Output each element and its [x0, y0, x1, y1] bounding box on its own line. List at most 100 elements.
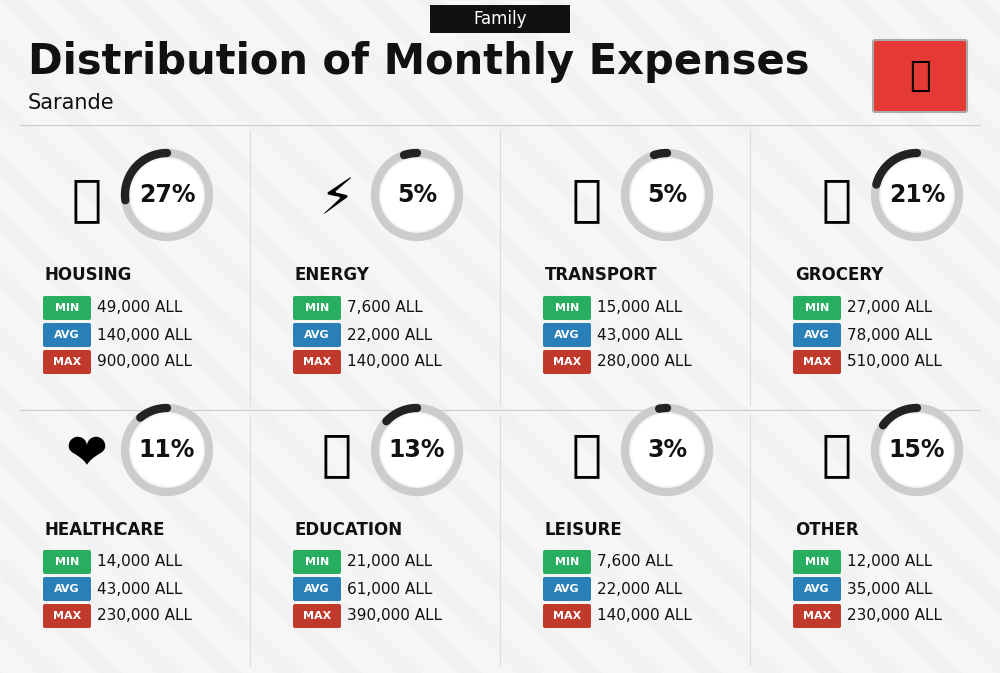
Text: LEISURE: LEISURE [545, 521, 623, 539]
Text: 230,000 ALL: 230,000 ALL [847, 608, 942, 623]
FancyBboxPatch shape [43, 604, 91, 628]
Text: 👛: 👛 [822, 431, 852, 479]
Text: 21,000 ALL: 21,000 ALL [347, 555, 432, 569]
FancyBboxPatch shape [43, 323, 91, 347]
Text: MIN: MIN [55, 303, 79, 313]
FancyBboxPatch shape [43, 577, 91, 601]
Text: MIN: MIN [305, 303, 329, 313]
Text: 14,000 ALL: 14,000 ALL [97, 555, 182, 569]
Text: AVG: AVG [804, 330, 830, 340]
FancyBboxPatch shape [293, 323, 341, 347]
Text: 11%: 11% [139, 438, 195, 462]
Text: HOUSING: HOUSING [45, 266, 132, 284]
Text: MAX: MAX [553, 357, 581, 367]
Text: 280,000 ALL: 280,000 ALL [597, 355, 692, 369]
FancyBboxPatch shape [293, 604, 341, 628]
Text: 35,000 ALL: 35,000 ALL [847, 581, 932, 596]
Text: 13%: 13% [389, 438, 445, 462]
FancyBboxPatch shape [543, 350, 591, 374]
Text: 61,000 ALL: 61,000 ALL [347, 581, 432, 596]
Text: 78,000 ALL: 78,000 ALL [847, 328, 932, 343]
Text: MIN: MIN [305, 557, 329, 567]
Text: AVG: AVG [554, 584, 580, 594]
Text: Distribution of Monthly Expenses: Distribution of Monthly Expenses [28, 41, 810, 83]
FancyBboxPatch shape [873, 40, 967, 112]
Text: 140,000 ALL: 140,000 ALL [97, 328, 192, 343]
Text: 5%: 5% [397, 183, 437, 207]
FancyBboxPatch shape [793, 550, 841, 574]
Text: 12,000 ALL: 12,000 ALL [847, 555, 932, 569]
Circle shape [381, 159, 453, 231]
Text: AVG: AVG [304, 330, 330, 340]
Text: 7,600 ALL: 7,600 ALL [347, 301, 423, 316]
Text: 15%: 15% [889, 438, 945, 462]
Text: TRANSPORT: TRANSPORT [545, 266, 658, 284]
FancyBboxPatch shape [43, 350, 91, 374]
FancyBboxPatch shape [293, 296, 341, 320]
Text: AVG: AVG [304, 584, 330, 594]
Text: MIN: MIN [805, 557, 829, 567]
Text: 140,000 ALL: 140,000 ALL [347, 355, 442, 369]
Text: 22,000 ALL: 22,000 ALL [347, 328, 432, 343]
Text: 140,000 ALL: 140,000 ALL [597, 608, 692, 623]
Text: MAX: MAX [803, 357, 831, 367]
Text: MAX: MAX [803, 611, 831, 621]
FancyBboxPatch shape [543, 577, 591, 601]
Circle shape [631, 414, 703, 486]
FancyBboxPatch shape [793, 296, 841, 320]
Circle shape [131, 159, 203, 231]
Text: Family: Family [473, 10, 527, 28]
Text: 🎓: 🎓 [322, 431, 352, 479]
Text: EDUCATION: EDUCATION [295, 521, 403, 539]
Text: MIN: MIN [55, 557, 79, 567]
Text: GROCERY: GROCERY [795, 266, 883, 284]
FancyBboxPatch shape [543, 604, 591, 628]
FancyBboxPatch shape [293, 577, 341, 601]
Text: OTHER: OTHER [795, 521, 859, 539]
Text: MAX: MAX [53, 357, 81, 367]
Text: 43,000 ALL: 43,000 ALL [97, 581, 182, 596]
Text: 22,000 ALL: 22,000 ALL [597, 581, 682, 596]
FancyBboxPatch shape [543, 550, 591, 574]
Text: 🏘: 🏘 [72, 176, 102, 224]
Text: AVG: AVG [54, 330, 80, 340]
FancyBboxPatch shape [43, 296, 91, 320]
Circle shape [881, 414, 953, 486]
Text: MIN: MIN [805, 303, 829, 313]
Circle shape [381, 414, 453, 486]
Text: 49,000 ALL: 49,000 ALL [97, 301, 182, 316]
Text: MAX: MAX [303, 357, 331, 367]
Text: 21%: 21% [889, 183, 945, 207]
Text: AVG: AVG [804, 584, 830, 594]
FancyBboxPatch shape [293, 550, 341, 574]
Text: 🚌: 🚌 [572, 176, 602, 224]
FancyBboxPatch shape [43, 550, 91, 574]
Text: 15,000 ALL: 15,000 ALL [597, 301, 682, 316]
Text: 27%: 27% [139, 183, 195, 207]
Text: MAX: MAX [553, 611, 581, 621]
Text: ❤️: ❤️ [66, 431, 108, 479]
FancyBboxPatch shape [793, 577, 841, 601]
Text: MIN: MIN [555, 557, 579, 567]
Text: 27,000 ALL: 27,000 ALL [847, 301, 932, 316]
Text: MAX: MAX [53, 611, 81, 621]
Text: 🛒: 🛒 [822, 176, 852, 224]
FancyBboxPatch shape [430, 5, 570, 33]
Text: Sarande: Sarande [28, 93, 115, 113]
Circle shape [881, 159, 953, 231]
Circle shape [131, 414, 203, 486]
FancyBboxPatch shape [293, 350, 341, 374]
Text: 5%: 5% [647, 183, 687, 207]
Text: 7,600 ALL: 7,600 ALL [597, 555, 673, 569]
Text: 390,000 ALL: 390,000 ALL [347, 608, 442, 623]
Text: AVG: AVG [54, 584, 80, 594]
Text: MAX: MAX [303, 611, 331, 621]
Text: 🦅: 🦅 [909, 59, 931, 93]
Text: ⚡: ⚡ [319, 176, 355, 224]
Text: ENERGY: ENERGY [295, 266, 370, 284]
FancyBboxPatch shape [543, 296, 591, 320]
Text: 230,000 ALL: 230,000 ALL [97, 608, 192, 623]
Text: AVG: AVG [554, 330, 580, 340]
FancyBboxPatch shape [793, 604, 841, 628]
Circle shape [631, 159, 703, 231]
